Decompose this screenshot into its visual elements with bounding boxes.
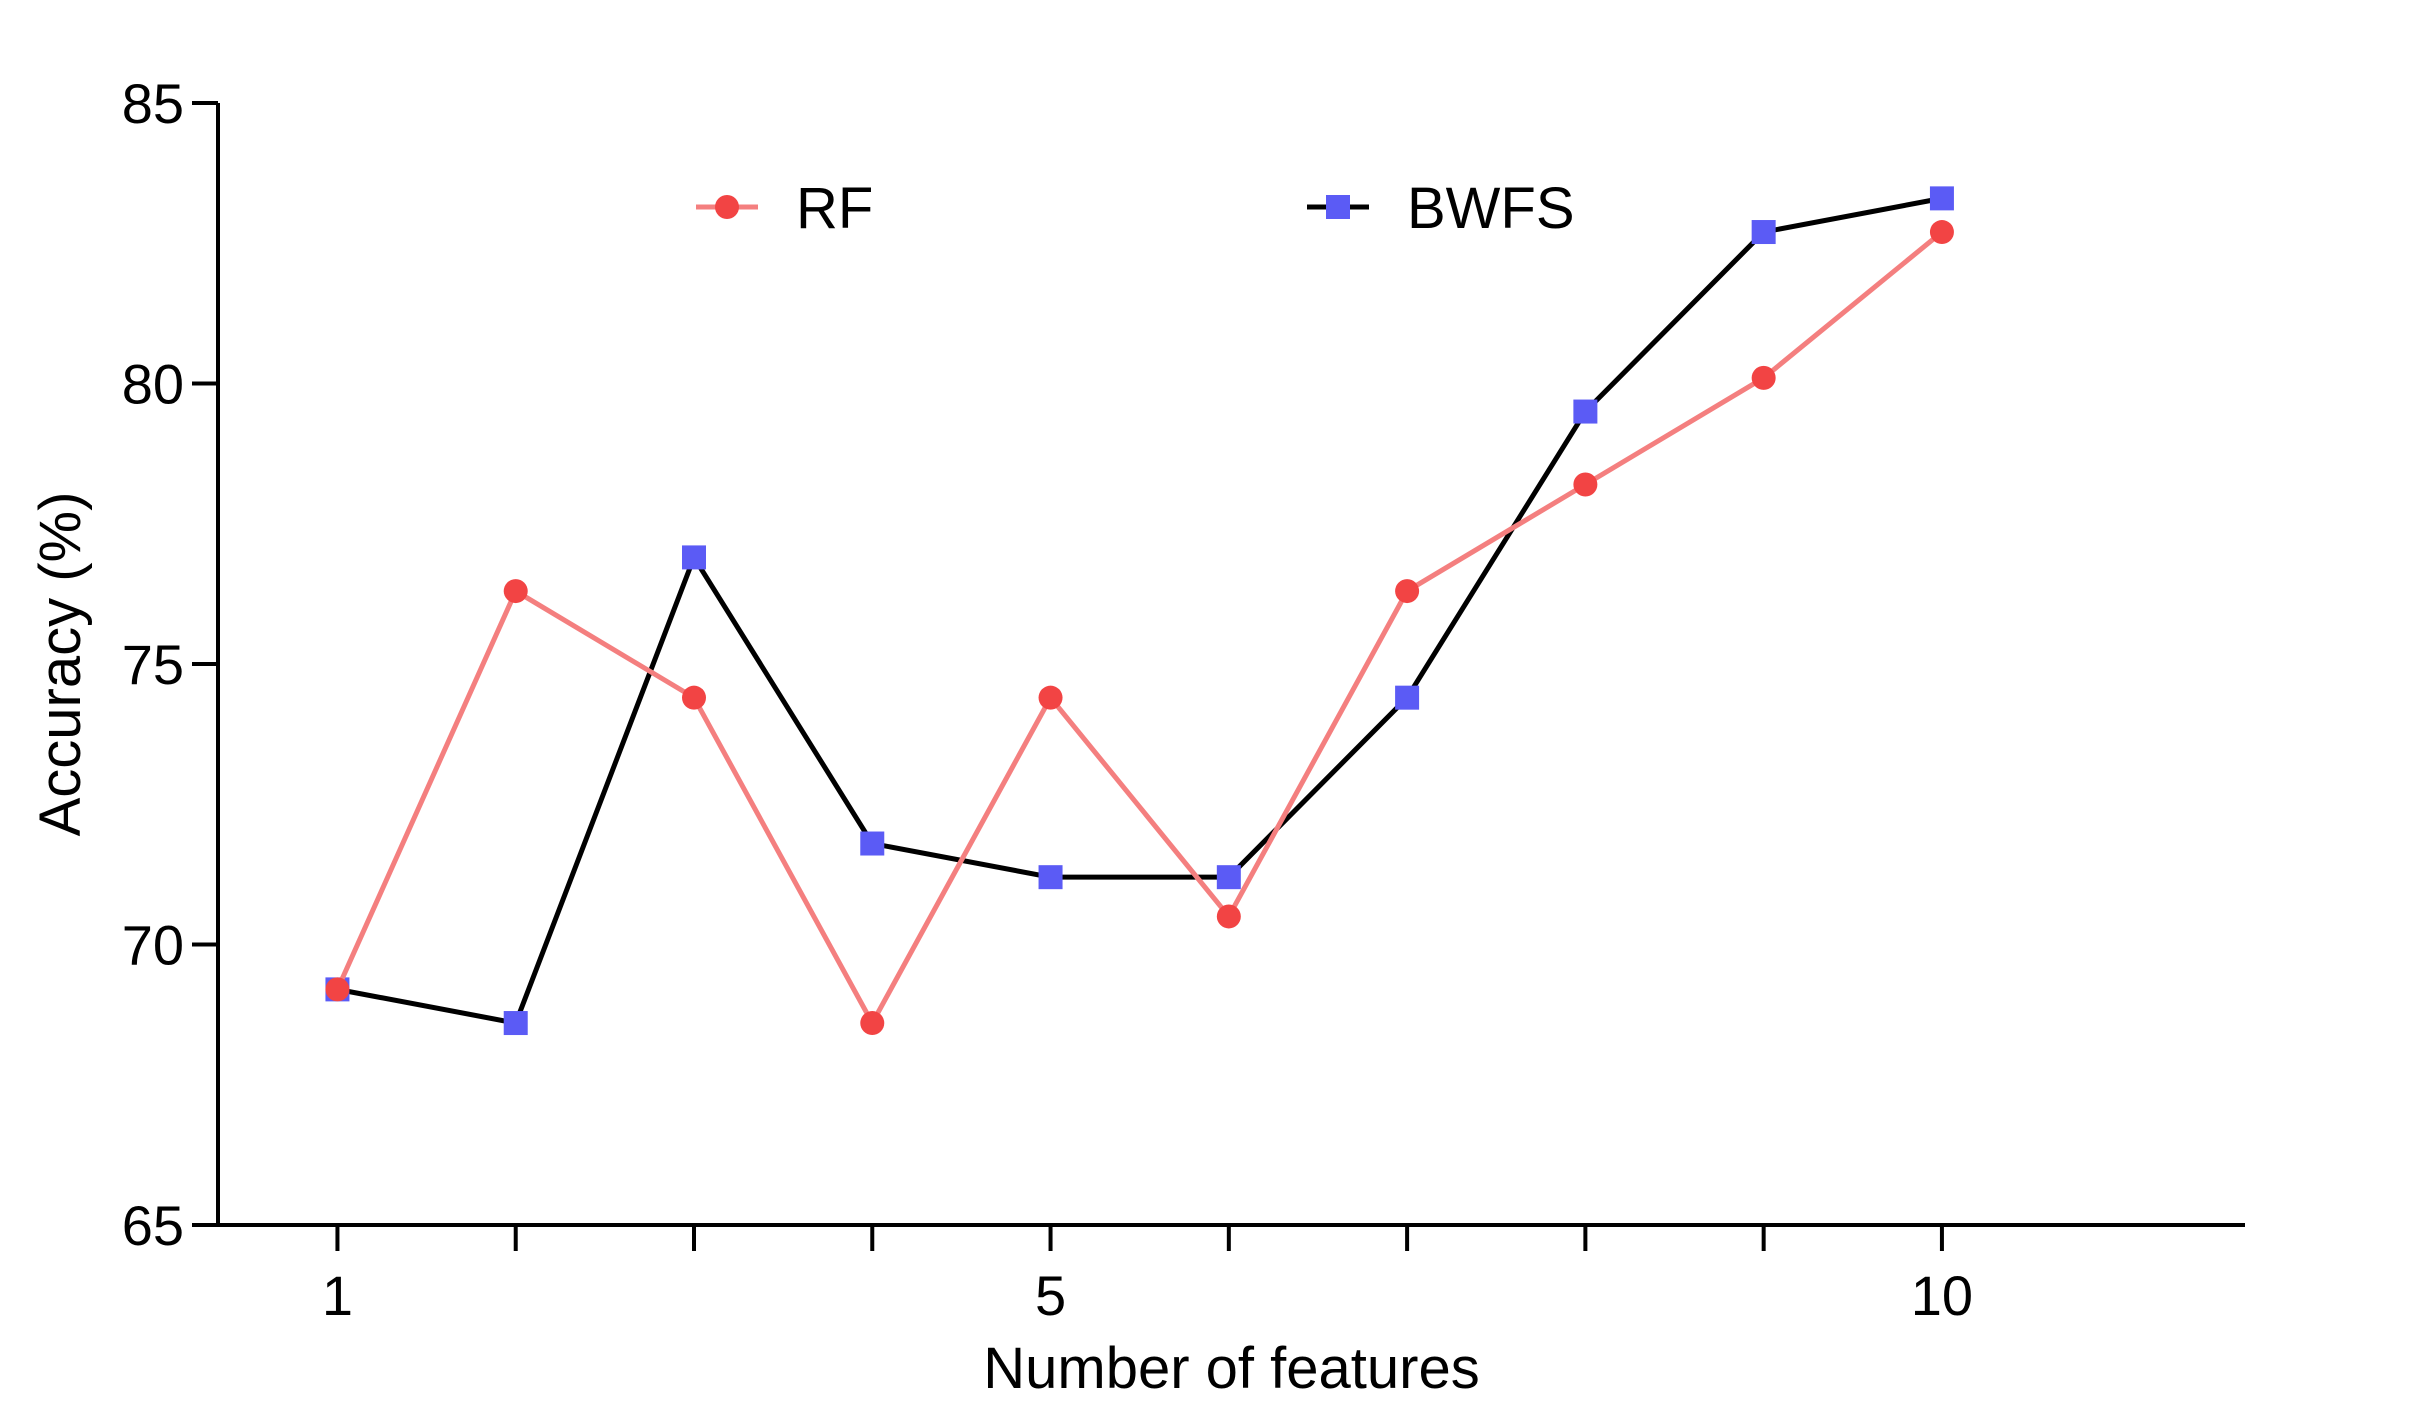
legend-marker xyxy=(715,195,739,219)
legend: RF BWFS xyxy=(696,176,1575,241)
y-axis-title: Accuracy (%) xyxy=(28,492,93,837)
data-point xyxy=(860,1011,885,1036)
data-point xyxy=(1216,904,1241,929)
legend-item-bwfs: BWFS xyxy=(1307,176,1575,241)
data-point xyxy=(1216,865,1241,890)
axes xyxy=(216,103,2245,1227)
legend-label: RF xyxy=(796,176,873,241)
series-layer xyxy=(325,186,1954,1036)
legend-item-rf: RF xyxy=(696,176,873,241)
data-point xyxy=(681,685,706,710)
x-tick-label: 1 xyxy=(322,1264,353,1327)
series-line-rf xyxy=(335,230,1944,1026)
y-axis-ticks: 65 70 75 80 85 xyxy=(122,72,218,1257)
y-tick-label: 65 xyxy=(122,1194,184,1257)
y-tick-label: 85 xyxy=(122,72,184,135)
data-point xyxy=(325,977,350,1002)
series-rf xyxy=(325,220,1954,1036)
data-point xyxy=(1395,579,1420,604)
y-tick-label: 70 xyxy=(122,914,184,977)
series-line-bwfs xyxy=(336,195,1943,1026)
data-point xyxy=(1929,186,1954,211)
series-bwfs xyxy=(325,186,1954,1036)
x-tick-label: 10 xyxy=(1911,1264,1973,1327)
data-point xyxy=(1395,685,1420,710)
x-tick-label: 5 xyxy=(1035,1264,1066,1327)
data-point xyxy=(503,579,528,604)
data-point xyxy=(1573,472,1598,497)
data-point xyxy=(1038,685,1063,710)
legend-marker xyxy=(1326,195,1350,219)
x-axis-ticks: 1 5 10 xyxy=(322,1225,1973,1327)
x-axis-title: Number of features xyxy=(983,1336,1479,1401)
data-point xyxy=(681,545,706,570)
y-tick-label: 75 xyxy=(122,633,184,696)
y-tick-label: 80 xyxy=(122,353,184,416)
data-point xyxy=(1929,220,1954,245)
legend-label: BWFS xyxy=(1407,176,1575,241)
data-point xyxy=(503,1011,528,1036)
data-point xyxy=(1751,365,1776,390)
data-point xyxy=(860,831,885,856)
data-point xyxy=(1038,865,1063,890)
data-point xyxy=(1573,399,1598,424)
data-point xyxy=(1751,220,1776,245)
